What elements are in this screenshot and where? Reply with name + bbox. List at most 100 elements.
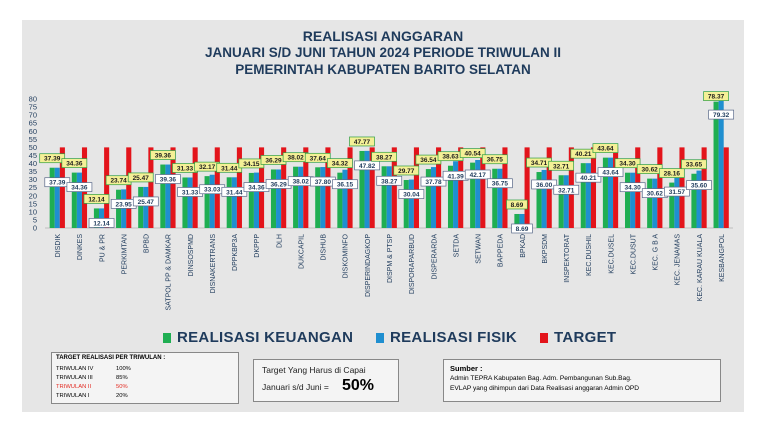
y-tick-label: 30 xyxy=(29,175,37,184)
bar-target xyxy=(413,147,419,228)
data-label-fisik: 37.78 xyxy=(425,179,442,186)
data-label-fisik: 42.17 xyxy=(470,172,487,179)
data-label-keuangan-box xyxy=(327,158,353,169)
bar-target xyxy=(148,147,154,228)
y-tick-label: 80 xyxy=(29,95,37,104)
data-label-fisik: 32.71 xyxy=(558,187,575,194)
data-label-fisik: 30.62 xyxy=(647,191,664,198)
data-label-keuangan-box xyxy=(127,172,154,183)
bar-keuangan xyxy=(558,175,564,228)
legend-fisik: REALISASI FISIK xyxy=(376,329,517,346)
data-label-fisik-box xyxy=(664,186,690,197)
bar-keuangan xyxy=(647,178,653,228)
legend-target-label: TARGET xyxy=(554,329,617,346)
data-label-fisik: 36.29 xyxy=(270,181,287,188)
x-category-label: PU & PR xyxy=(99,234,106,262)
data-label-fisik: 38.27 xyxy=(381,178,398,185)
x-category-label: SETDA xyxy=(453,234,460,258)
x-category-label: BAPPEDA xyxy=(498,234,505,267)
legend-target: TARGET xyxy=(540,329,616,346)
x-category-label: KESBANGPOL xyxy=(719,234,726,282)
data-label-keuangan-box xyxy=(149,150,176,160)
legend-keuangan-swatch xyxy=(163,333,171,343)
bar-fisik xyxy=(386,166,392,228)
bar-keuangan xyxy=(536,172,542,228)
target-row-q4: TRIWULAN IV 100% xyxy=(56,366,131,372)
bar-target xyxy=(657,147,663,228)
data-label-fisik-box xyxy=(575,172,602,183)
data-label-keuangan: 36.75 xyxy=(487,157,504,164)
data-label-keuangan-box xyxy=(481,154,508,165)
y-tick-label: 15 xyxy=(29,199,37,208)
data-label-fisik: 38.02 xyxy=(293,179,310,186)
data-label-keuangan-box xyxy=(681,159,707,170)
data-label-keuangan: 39.36 xyxy=(155,153,172,160)
data-label-fisik-box xyxy=(686,180,712,190)
bar-keuangan xyxy=(315,167,321,228)
bar-fisik xyxy=(696,170,702,228)
bar-keuangan xyxy=(116,189,122,228)
data-label-keuangan: 47.77 xyxy=(354,139,371,146)
y-tick-label: 20 xyxy=(29,191,37,200)
x-category-label: KEC. G B A xyxy=(653,234,660,271)
data-label-fisik-box xyxy=(511,223,533,234)
bar-fisik xyxy=(143,186,149,228)
bar-fisik xyxy=(364,150,370,228)
data-label-keuangan-box xyxy=(61,158,88,168)
data-label-fisik-box xyxy=(597,167,624,177)
data-label-keuangan: 30.62 xyxy=(642,167,659,174)
x-category-label: BPKAD xyxy=(520,234,527,258)
data-label-keuangan: 78.37 xyxy=(708,94,725,101)
data-label-keuangan-box xyxy=(548,160,575,171)
bar-target xyxy=(590,147,597,228)
data-label-keuangan-box xyxy=(592,143,619,153)
y-tick-label: 40 xyxy=(29,159,37,168)
bar-fisik xyxy=(298,166,304,228)
data-label-fisik-box xyxy=(619,182,646,193)
bar-fisik xyxy=(76,172,82,228)
data-label-fisik-box xyxy=(376,175,403,186)
data-label-fisik-box xyxy=(708,109,735,120)
data-label-keuangan: 32.17 xyxy=(199,164,216,171)
bar-fisik xyxy=(231,177,237,228)
target-row-label: TRIWULAN IV xyxy=(56,366,94,372)
data-label-keuangan: 34.30 xyxy=(619,161,636,168)
bar-keuangan xyxy=(625,172,631,228)
bar-keuangan xyxy=(160,164,166,228)
data-label-fisik-box xyxy=(398,189,425,199)
bar-fisik xyxy=(453,161,459,228)
bar-target xyxy=(723,147,729,228)
data-label-keuangan: 34.36 xyxy=(66,161,83,168)
data-label-fisik: 25.47 xyxy=(138,199,155,206)
data-label-fisik: 79.32 xyxy=(713,112,730,119)
bar-fisik xyxy=(652,178,658,228)
bar-keuangan xyxy=(293,166,299,228)
target-row-q1: TRIWULAN I 20% xyxy=(56,393,128,399)
data-label-keuangan-box xyxy=(570,148,597,159)
bar-fisik xyxy=(342,169,348,228)
bar-fisik xyxy=(585,163,591,228)
data-label-keuangan: 43.64 xyxy=(597,146,614,153)
bar-fisik xyxy=(497,168,503,228)
bar-fisik xyxy=(607,157,614,228)
bar-keuangan xyxy=(204,176,210,228)
target-row-label: TRIWULAN III xyxy=(56,375,93,381)
bar-fisik xyxy=(563,175,569,228)
data-label-fisik-box xyxy=(531,179,557,190)
bar-fisik xyxy=(519,213,525,228)
y-tick-label: 10 xyxy=(29,207,37,216)
x-category-label: DISPM & PTSP xyxy=(387,234,394,283)
bar-keuangan xyxy=(270,169,277,228)
data-label-fisik-box xyxy=(487,178,513,189)
y-tick-label: 0 xyxy=(33,224,37,233)
y-tick-label: 55 xyxy=(29,135,37,144)
bar-keuangan xyxy=(337,172,343,228)
data-label-fisik: 37.80 xyxy=(315,179,332,186)
data-label-keuangan-box xyxy=(349,136,375,147)
data-label-fisik-box xyxy=(354,160,380,171)
y-tick-label: 5 xyxy=(33,215,37,224)
y-tick-label: 25 xyxy=(29,183,37,192)
data-label-fisik: 39.36 xyxy=(160,177,177,184)
legend-fisik-label: REALISASI FISIK xyxy=(390,329,518,346)
source-line2: EVLAP yang dihimpun dari Data Realisasi … xyxy=(450,385,640,392)
